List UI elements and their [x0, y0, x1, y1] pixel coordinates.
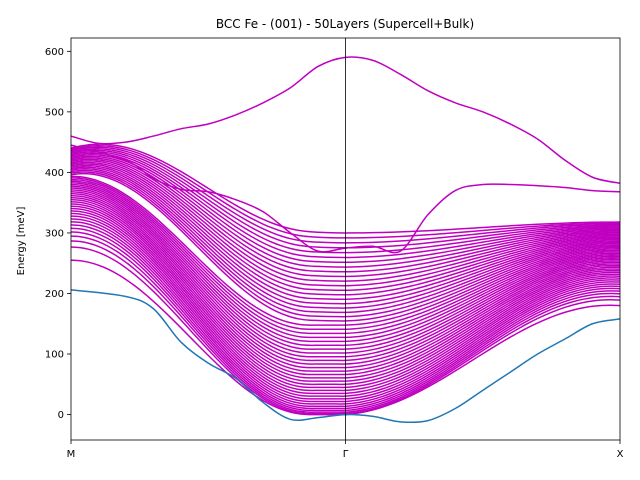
y-tick-label: 0 — [58, 410, 64, 421]
y-tick-label: 200 — [45, 289, 64, 300]
y-tick-label: 100 — [45, 350, 64, 361]
x-tick-label: X — [617, 449, 624, 460]
y-tick-label: 400 — [45, 168, 64, 179]
supercell-band-line — [71, 144, 620, 254]
chart-title: BCC Fe - (001) - 50Layers (Supercell+Bul… — [216, 17, 474, 31]
bulk-band-line — [71, 289, 620, 424]
x-tick-label: M — [67, 449, 76, 460]
x-tick-label: Γ — [343, 449, 349, 460]
y-tick-label: 600 — [45, 47, 64, 58]
y-tick-label: 300 — [45, 228, 64, 239]
y-tick-label: 500 — [45, 107, 64, 118]
y-axis-label: Energy [meV] — [16, 207, 27, 276]
axes: 0 100 200 300 400 500 600 M Γ X — [45, 37, 624, 460]
